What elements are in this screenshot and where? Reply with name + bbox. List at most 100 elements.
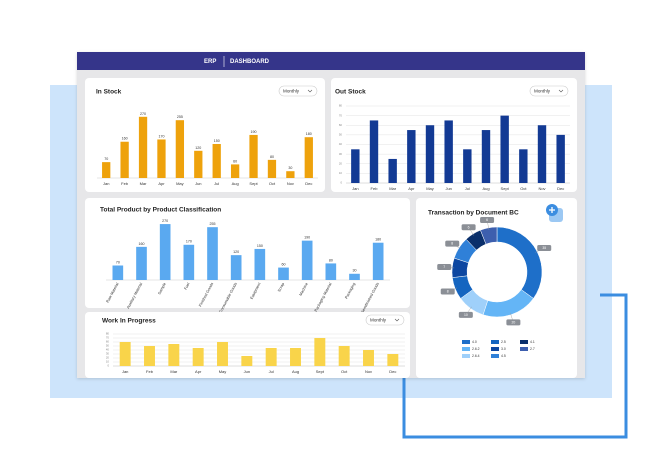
- data-label: 180: [306, 132, 312, 136]
- callout-tag: [440, 288, 455, 295]
- x-tick-label: Jul: [214, 181, 219, 186]
- bar: [249, 134, 258, 178]
- bar: [159, 224, 171, 280]
- section: DASHBOARD: [230, 59, 270, 65]
- bar: [217, 342, 228, 366]
- add-widget-button[interactable]: [546, 204, 563, 222]
- x-tick-label: Apr: [158, 181, 165, 186]
- bar: [338, 346, 350, 366]
- period-dropdown[interactable]: [529, 85, 569, 97]
- legend-swatch: [462, 354, 470, 358]
- bar: [230, 164, 240, 178]
- y-tick-label: 30: [339, 152, 343, 156]
- callout-tag: [458, 311, 473, 318]
- bar: [351, 149, 360, 183]
- x-tick-label: May: [219, 369, 227, 374]
- data-label: 160: [122, 137, 128, 141]
- x-tick-label: Dec: [557, 186, 564, 191]
- data-label: 60: [233, 159, 237, 163]
- x-tick-label: Aug: [232, 181, 239, 186]
- y-tick-label: 10: [339, 171, 343, 175]
- callout-tag: [461, 224, 476, 231]
- data-label: 150: [257, 244, 263, 248]
- bar: [102, 162, 111, 178]
- bar: [444, 120, 453, 183]
- y-tick-label: 20: [106, 356, 110, 360]
- legend-swatch: [491, 347, 499, 351]
- data-label: 255: [210, 222, 216, 226]
- data-label: 270: [140, 112, 146, 116]
- data-label: 70: [116, 260, 120, 264]
- data-label: 190: [304, 236, 310, 240]
- bar: [388, 158, 397, 183]
- x-tick-label: May: [426, 186, 434, 191]
- data-label: 80: [270, 155, 274, 159]
- x-tick-label: Jan: [352, 186, 358, 191]
- bar: [387, 354, 399, 366]
- data-label: 180: [375, 238, 381, 242]
- bar: [363, 350, 374, 366]
- period-dropdown[interactable]: [278, 85, 318, 97]
- x-tick-label: Jan: [103, 181, 109, 186]
- bar: [230, 255, 242, 280]
- x-tick-label: May: [176, 181, 184, 186]
- legend-label: 2.5: [501, 340, 506, 344]
- x-tick-label: Sept: [316, 369, 325, 374]
- x-tick-label: Fuel: [184, 282, 191, 291]
- dropdown-chevron: [558, 89, 564, 93]
- x-tick-label: Jul: [269, 369, 274, 374]
- slice-label: 20: [511, 320, 515, 324]
- y-tick-label: 0: [340, 181, 342, 185]
- legend-label: 4.5: [501, 354, 506, 358]
- bar: [463, 149, 472, 183]
- bar: [325, 263, 337, 280]
- x-tick-label: Sept: [249, 181, 258, 186]
- bar: [119, 342, 131, 366]
- x-tick-label: Dec: [305, 181, 312, 186]
- legend-swatch: [520, 347, 528, 351]
- y-tick-label: 80: [339, 104, 343, 108]
- bar: [278, 267, 289, 280]
- x-tick-label: Mar: [140, 181, 148, 186]
- data-label: 160: [139, 242, 145, 246]
- x-tick-label: Jun: [195, 181, 201, 186]
- x-tick-label: Scrap: [277, 282, 285, 293]
- x-tick-label: Oct: [341, 369, 348, 374]
- x-tick-label: Apr: [195, 369, 202, 374]
- dropdown-chevron: [307, 89, 313, 93]
- x-tick-label: Feb: [121, 181, 129, 186]
- bar: [407, 130, 416, 183]
- y-tick-label: 30: [106, 352, 110, 356]
- y-tick-label: 70: [339, 113, 343, 117]
- x-tick-label: Jan: [122, 369, 128, 374]
- callout-tag: [480, 216, 495, 223]
- data-label: 120: [195, 146, 201, 150]
- data-label: 150: [214, 139, 220, 143]
- legend-swatch: [462, 340, 470, 344]
- x-tick-label: Jul: [465, 186, 470, 191]
- decor-outline: [402, 293, 628, 439]
- panel-title: Total Product by Product Classification: [100, 207, 221, 214]
- data-label: 170: [186, 240, 192, 244]
- bar: [120, 141, 129, 178]
- data-label: 190: [251, 130, 257, 134]
- x-tick-label: Packaging: [344, 282, 356, 300]
- x-tick-label: Oct: [520, 186, 527, 191]
- x-tick-label: Nov: [365, 369, 372, 374]
- period-dropdown[interactable]: [365, 314, 405, 326]
- data-label: 120: [233, 250, 239, 254]
- bar: [286, 171, 295, 178]
- x-tick-label: Machine: [299, 282, 309, 297]
- header-bar: [77, 52, 585, 70]
- legend-swatch: [520, 340, 528, 344]
- bar: [192, 348, 204, 366]
- y-tick-label: 40: [106, 348, 110, 352]
- x-tick-label: Nov: [287, 181, 294, 186]
- bar: [290, 348, 301, 366]
- x-tick-label: Mar: [389, 186, 397, 191]
- bar: [265, 348, 277, 366]
- panel: [85, 312, 410, 378]
- legend-swatch: [462, 347, 470, 351]
- data-label: 60: [282, 263, 286, 267]
- panel-title: Work In Progress: [102, 318, 156, 325]
